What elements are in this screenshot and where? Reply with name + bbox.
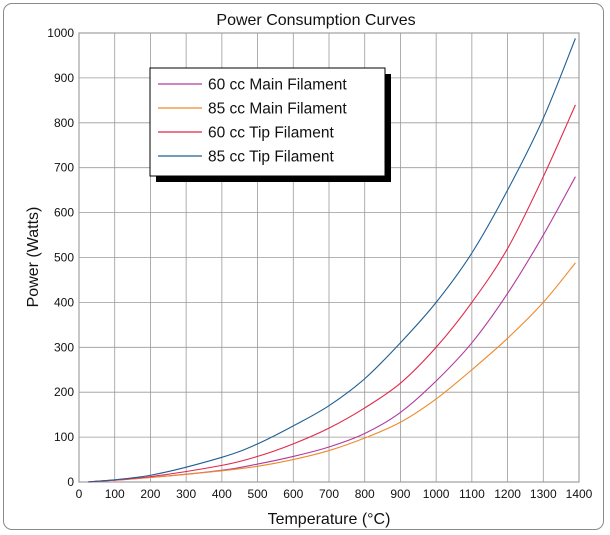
y-tick-label: 600 — [54, 206, 74, 220]
x-tick-label: 200 — [140, 487, 160, 501]
x-tick-label: 500 — [248, 487, 268, 501]
y-axis-label: Power (Watts) — [25, 207, 42, 308]
x-tick-label: 900 — [390, 487, 410, 501]
x-tick-labels: 0 100 200 300 400 500 600 700 800 900 1000 1100 1200… — [76, 487, 593, 501]
legend-label: 60 cc Main Filament — [208, 77, 347, 94]
x-tick-label: 400 — [212, 487, 232, 501]
series-line-3 — [87, 38, 576, 483]
x-tick-label: 100 — [105, 487, 125, 501]
series-line-2 — [87, 104, 576, 483]
legend-label: 85 cc Tip Filament — [208, 149, 334, 166]
legend-label: 85 cc Main Filament — [208, 101, 347, 118]
legend-label: 60 cc Tip Filament — [208, 125, 334, 142]
x-tick-label: 1000 — [423, 487, 450, 501]
y-tick-labels: 0 100 200 300 400 500 600 700 800 900 1000 — [47, 26, 74, 489]
x-tick-label: 700 — [319, 487, 339, 501]
x-axis-label: Temperature (°C) — [268, 511, 391, 528]
x-tick-label: 1200 — [494, 487, 521, 501]
y-tick-label: 500 — [54, 251, 74, 265]
legend: 60 cc Main Filament 85 cc Main Filament 60… — [149, 67, 391, 182]
y-tick-label: 800 — [54, 116, 74, 130]
y-tick-label: 400 — [54, 295, 74, 309]
x-tick-label: 600 — [283, 487, 303, 501]
y-tick-label: 700 — [54, 161, 74, 175]
chart-frame — [3, 3, 604, 530]
y-tick-label: 200 — [54, 385, 74, 399]
y-tick-label: 300 — [54, 340, 74, 354]
x-tick-label: 300 — [176, 487, 196, 501]
series-lines — [87, 38, 576, 483]
x-tick-label: 1300 — [530, 487, 557, 501]
x-tick-label: 1100 — [459, 487, 485, 501]
x-tick-label: 0 — [76, 487, 83, 501]
y-tick-label: 100 — [54, 430, 74, 444]
legend-box — [149, 67, 386, 177]
series-line-1 — [87, 262, 576, 483]
y-tick-label: 0 — [67, 475, 74, 489]
y-tick-label: 900 — [54, 71, 74, 85]
y-tick-label: 1000 — [47, 26, 74, 40]
x-tick-label: 1400 — [566, 487, 593, 501]
x-tick-label: 800 — [355, 487, 375, 501]
chart-title: Power Consumption Curves — [216, 12, 415, 29]
